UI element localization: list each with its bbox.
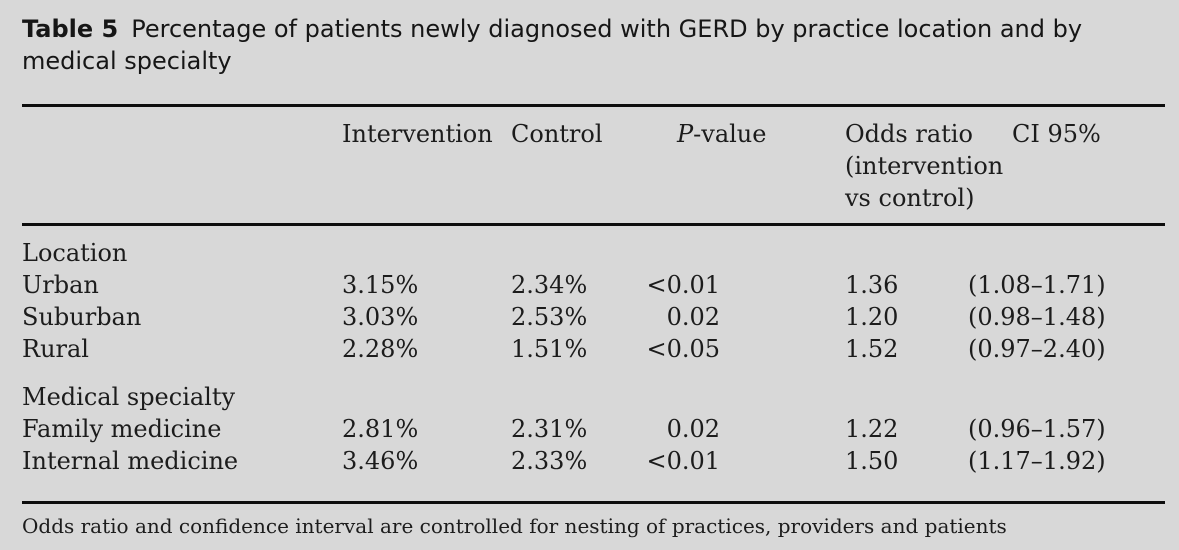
cell-intervention: 3.15% (342, 271, 419, 299)
row-label: Urban (22, 271, 99, 299)
cell-odds-ratio: 1.22 (845, 415, 899, 443)
cell-ci: (0.97–2.40) (968, 335, 1106, 363)
pvalue-italic-p: P (677, 120, 694, 148)
table-row: Internal medicine 3.46% 2.33% <0.01 1.50… (0, 445, 1179, 477)
table-header-rule (22, 223, 1165, 226)
table-number: Table 5 (22, 15, 119, 43)
table-body: Location Urban 3.15% 2.34% <0.01 1.36 (1… (0, 237, 1179, 477)
table-section-row: Medical specialty (0, 381, 1179, 413)
row-label: Family medicine (22, 415, 222, 443)
cell-pvalue: <0.05 (646, 335, 720, 363)
col-header-ci: CI 95% (1012, 120, 1101, 148)
section-label: Medical specialty (22, 383, 236, 411)
col-header-intervention: Intervention (342, 120, 493, 148)
cell-pvalue: <0.01 (646, 447, 720, 475)
row-label: Internal medicine (22, 447, 239, 475)
cell-intervention: 2.28% (342, 335, 419, 363)
cell-ci: (1.17–1.92) (968, 447, 1106, 475)
cell-ci: (0.96–1.57) (968, 415, 1106, 443)
table-row: Rural 2.28% 1.51% <0.05 1.52 (0.97–2.40) (0, 333, 1179, 365)
col-header-control: Control (511, 120, 603, 148)
cell-control: 2.53% (511, 303, 588, 331)
table-top-rule (22, 104, 1165, 107)
cell-odds-ratio: 1.52 (845, 335, 899, 363)
cell-pvalue: 0.02 (666, 303, 720, 331)
cell-ci: (1.08–1.71) (968, 271, 1106, 299)
table-caption: Table 5 Percentage of patients newly diag… (22, 13, 1142, 77)
row-label: Suburban (22, 303, 142, 331)
table-row: Family medicine 2.81% 2.31% 0.02 1.22 (0… (0, 413, 1179, 445)
section-label: Location (22, 239, 128, 267)
table-section-row: Location (0, 237, 1179, 269)
col-header-pvalue: P-value (677, 118, 766, 150)
cell-control: 2.31% (511, 415, 588, 443)
table-row: Urban 3.15% 2.34% <0.01 1.36 (1.08–1.71) (0, 269, 1179, 301)
table-caption-text: Percentage of patients newly diagnosed w… (22, 15, 1083, 75)
cell-intervention: 2.81% (342, 415, 419, 443)
cell-control: 2.33% (511, 447, 588, 475)
cell-odds-ratio: 1.20 (845, 303, 899, 331)
cell-ci: (0.98–1.48) (968, 303, 1106, 331)
table-footnote: Odds ratio and confidence interval are c… (22, 514, 1007, 538)
col-header-odds-ratio: Odds ratio (intervention vs control) (845, 120, 1004, 212)
cell-odds-ratio: 1.36 (845, 271, 899, 299)
pvalue-rest: -value (693, 120, 767, 148)
cell-control: 2.34% (511, 271, 588, 299)
cell-odds-ratio: 1.50 (845, 447, 899, 475)
cell-intervention: 3.03% (342, 303, 419, 331)
cell-intervention: 3.46% (342, 447, 419, 475)
table-row: Suburban 3.03% 2.53% 0.02 1.20 (0.98–1.4… (0, 301, 1179, 333)
table-bottom-rule (22, 501, 1165, 504)
cell-pvalue: 0.02 (666, 415, 720, 443)
row-label: Rural (22, 335, 89, 363)
cell-control: 1.51% (511, 335, 588, 363)
cell-pvalue: <0.01 (646, 271, 720, 299)
